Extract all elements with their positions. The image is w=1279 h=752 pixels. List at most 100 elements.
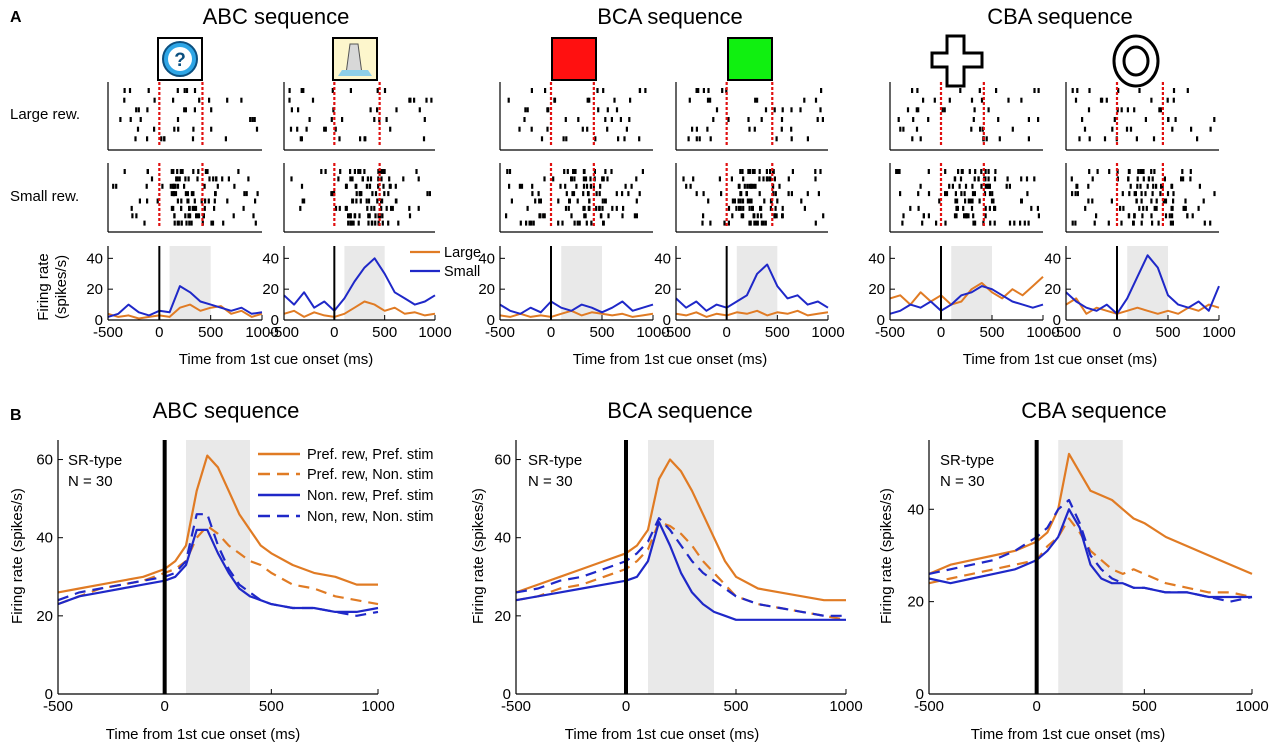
- raster-spike: [1019, 220, 1022, 226]
- raster-spike: [176, 220, 179, 226]
- raster-spike: [1189, 176, 1192, 182]
- raster-spike: [543, 176, 546, 182]
- raster-spike: [576, 220, 579, 226]
- raster-large-5: [889, 82, 1043, 151]
- raster-spike: [594, 136, 597, 142]
- raster-spike: [381, 220, 384, 226]
- raster-spike: [1142, 169, 1145, 174]
- raster-spike: [1152, 136, 1156, 142]
- raster-spike: [1155, 183, 1158, 189]
- raster-spike: [1103, 136, 1107, 142]
- raster-spike: [1135, 136, 1138, 142]
- raster-spike: [758, 191, 761, 197]
- raster-spike: [1159, 107, 1162, 113]
- panel-a-legend: Large Small: [410, 245, 481, 280]
- raster-spike: [1167, 117, 1170, 122]
- raster-spike: [1209, 220, 1212, 226]
- raster-spike: [408, 205, 411, 211]
- raster-spike: [360, 191, 363, 197]
- raster-spike: [739, 169, 742, 174]
- raster-spike: [1011, 126, 1014, 132]
- raster-spike: [301, 198, 304, 204]
- raster-spike: [718, 176, 721, 182]
- raster-spike: [1147, 176, 1150, 182]
- raster-spike: [984, 176, 987, 182]
- raster-spike: [562, 136, 565, 142]
- raster-spike: [570, 213, 573, 219]
- raster-spike: [371, 191, 374, 197]
- raster-spike: [221, 176, 224, 182]
- raster-spike: [898, 169, 901, 174]
- raster-spike: [973, 191, 976, 197]
- raster-spike: [1129, 183, 1132, 189]
- raster-spike: [119, 117, 122, 122]
- raster-spike: [602, 220, 605, 226]
- b-bca-ytick-label: 40: [494, 530, 511, 547]
- raster-spike: [377, 176, 380, 182]
- b-abc-xtick-label: 500: [259, 698, 284, 715]
- raster-spike: [531, 191, 534, 197]
- raster-spike: [189, 213, 192, 219]
- raster-spike: [899, 191, 902, 197]
- raster-spike: [944, 169, 947, 174]
- raster-spike: [226, 97, 229, 103]
- a-rate-6-xtick-label: 1000: [1202, 324, 1235, 341]
- raster-spike: [990, 198, 994, 204]
- a-rate-6-xtick-label: -500: [1051, 324, 1081, 341]
- raster-spike: [731, 198, 734, 204]
- raster-spike: [991, 191, 994, 197]
- raster-spike: [183, 183, 186, 189]
- raster-spike: [395, 107, 398, 113]
- raster-spike: [1140, 198, 1143, 204]
- raster-spike: [1189, 169, 1192, 174]
- b-abc-ytick-label: 20: [36, 608, 53, 625]
- raster-spike: [1171, 126, 1174, 132]
- raster-spike: [345, 183, 348, 189]
- b-abc-series-4: [57, 513, 379, 617]
- raster-spike: [706, 97, 710, 103]
- panel-a-title-bca: BCA sequence: [597, 4, 743, 29]
- raster-spike: [252, 213, 255, 219]
- raster-spike: [927, 169, 930, 174]
- a-rate-4-xtick-label: 500: [765, 324, 790, 341]
- raster-spike: [305, 126, 308, 132]
- a-rate-1-shaded-window: [169, 246, 211, 320]
- raster-spike: [428, 191, 431, 197]
- a-rate-3-ytick-label: 40: [478, 250, 495, 267]
- raster-spike: [523, 117, 526, 122]
- raster-spike: [919, 136, 922, 142]
- a-rate-2-xtick-label: 500: [372, 324, 397, 341]
- raster-spike: [1136, 176, 1139, 182]
- raster-spike: [766, 176, 769, 182]
- a-rate-6-xtick-label: 0: [1113, 324, 1121, 341]
- raster-spike: [374, 213, 377, 219]
- raster-spike: [791, 169, 794, 174]
- raster-spike: [1157, 220, 1160, 226]
- raster-spike: [629, 97, 632, 103]
- raster-spike: [590, 220, 593, 226]
- a-rate-1-xtick-label: 500: [198, 324, 223, 341]
- raster-spike: [602, 176, 605, 182]
- a-rate-4-xtick-label: -500: [661, 324, 691, 341]
- raster-spike: [240, 97, 243, 103]
- raster-large-3: [499, 82, 653, 151]
- raster-spike: [695, 191, 698, 197]
- raster-spike: [389, 126, 392, 132]
- raster-spike: [774, 213, 777, 219]
- a-rate-5-ytick-label: 0: [877, 312, 885, 329]
- raster-spike: [748, 220, 751, 226]
- raster-spike: [754, 183, 757, 189]
- raster-spike: [1081, 117, 1084, 122]
- a-rate-3-ytick-label: 0: [487, 312, 495, 329]
- a-rate-5-xtick-label: -500: [875, 324, 905, 341]
- raster-spike: [601, 176, 604, 182]
- b-abc-ytick-label: 0: [45, 686, 53, 703]
- sr-type-label-cba: SR-type: [940, 452, 994, 469]
- raster-spike: [525, 220, 528, 226]
- panel-a-xlabel-cba: Time from 1st cue onset (ms): [963, 351, 1158, 368]
- raster-spike: [571, 191, 574, 197]
- raster-spike: [1117, 88, 1120, 93]
- raster-spike: [585, 220, 588, 226]
- raster-spike: [1120, 220, 1123, 226]
- raster-spike: [297, 107, 300, 113]
